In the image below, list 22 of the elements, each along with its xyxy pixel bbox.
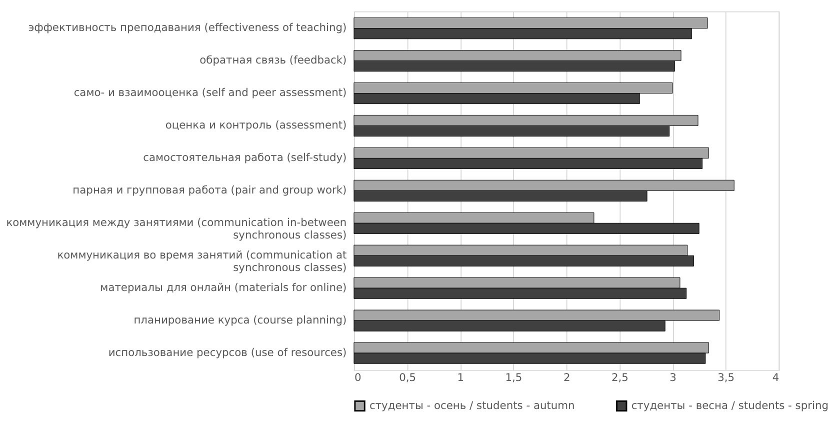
x-tick-label: 1: [457, 371, 464, 384]
y-tick-label: само- и взаимооценка (self and peer assessment): [74, 86, 347, 100]
y-tick-label: использование ресурсов (use of resources): [108, 346, 347, 359]
x-tick-label: 2,5: [611, 371, 628, 384]
x-tick-label: 2: [563, 371, 570, 384]
y-tick-label: планирование курса (course planning): [134, 313, 347, 326]
y-tick-label: коммуникация между занятиями (communication in-between synchronous classes): [6, 216, 347, 242]
x-tick-label: 0: [354, 371, 362, 384]
y-tick-label: обратная связь (feedback): [200, 54, 347, 67]
x-tick-label: 4: [772, 371, 780, 384]
x-tick-label: 3,5: [718, 371, 735, 384]
y-tick-label: эффективность преподавания (effectiveness of teaching): [28, 21, 347, 34]
y-tick-label: оценка и контроль (assessment): [165, 118, 347, 132]
legend-label: студенты - весна / students - spring: [631, 398, 828, 412]
y-tick-label: самостоятельная работа (self-study): [143, 151, 347, 164]
y-tick-label: парная и групповая работа (pair and group work): [72, 184, 347, 197]
y-tick-label: материалы для онлайн (materials for online): [100, 281, 347, 294]
legend-label: студенты - осень / students - autumn: [369, 398, 575, 412]
x-tick-label: 0,5: [399, 371, 416, 384]
x-tick-label: 1,5: [505, 371, 522, 384]
y-tick-label: коммуникация во время занятий (communication at synchronous classes): [57, 248, 347, 274]
x-tick-label: 3: [670, 371, 676, 384]
